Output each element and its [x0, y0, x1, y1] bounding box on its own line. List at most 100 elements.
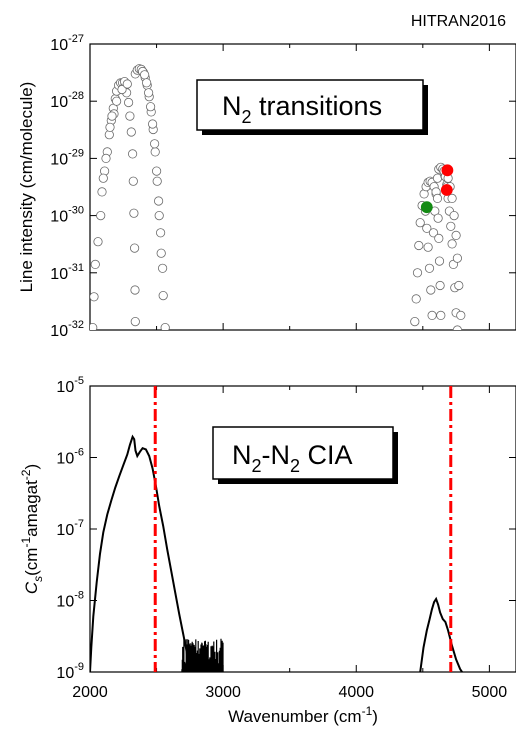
transition-point [158, 290, 168, 301]
y-tick-label: 10-5 [56, 375, 84, 396]
transition-point [451, 230, 461, 240]
y-tick-label: 10-32 [50, 319, 84, 340]
transition-point [426, 285, 436, 295]
transition-point [422, 223, 432, 233]
y-tick-label: 10-6 [56, 447, 84, 468]
x-tick-label: 4000 [338, 684, 374, 701]
transition-point [101, 153, 111, 163]
transition-point [90, 259, 100, 269]
transition-point [412, 268, 423, 278]
bottom-data-lines [90, 434, 463, 672]
transition-point [454, 280, 464, 291]
x-tick-label: 3000 [205, 684, 241, 701]
transition-point [142, 78, 152, 88]
transition-point [128, 149, 138, 159]
transition-point [98, 173, 108, 183]
transition-point [434, 233, 444, 243]
transition-point [128, 176, 138, 186]
transition-point [140, 70, 150, 80]
transition-point [93, 237, 103, 247]
transition-point [427, 310, 437, 320]
transition-point [152, 176, 162, 186]
transition-point [433, 213, 443, 223]
transition-point [105, 122, 115, 132]
transition-point [435, 280, 445, 291]
transition-point [423, 242, 433, 252]
transition-point [126, 127, 136, 137]
transition-point [434, 256, 445, 266]
cia-spectrum-line [419, 596, 463, 672]
transition-point [424, 263, 435, 273]
transition-point [428, 228, 439, 238]
x-tick-label: 2000 [72, 684, 108, 701]
transition-point [146, 102, 156, 112]
y-tick-label: 10-30 [50, 205, 84, 226]
cia-spectrum-line [90, 434, 191, 672]
top-x-ticks [89, 44, 490, 330]
top-plot-frame [89, 43, 516, 331]
y-tick-label: 10-31 [50, 262, 84, 283]
transition-point [148, 119, 158, 129]
transition-point [410, 316, 420, 327]
top-data-points [90, 64, 466, 330]
y-tick-label: 10-8 [56, 590, 84, 611]
transition-point [436, 310, 446, 320]
transition-point [446, 221, 456, 231]
transition-point [97, 187, 107, 197]
top-annotation-box [196, 79, 424, 131]
transition-point [122, 79, 132, 89]
transition-point [414, 240, 424, 251]
transition-point [125, 111, 135, 121]
transition-point [130, 243, 140, 253]
highlight-point [440, 184, 453, 196]
y-tick-label: 10-9 [56, 661, 84, 682]
transition-point [112, 96, 122, 106]
bottom-x-ticks: 2000 3000 4000 5000 [72, 386, 507, 701]
highlight-point [441, 164, 454, 177]
top-y-ticks: 10-32 10-31 10-30 10-29 10-28 10-27 [50, 33, 516, 340]
highlight-point [420, 201, 433, 214]
transition-point [452, 325, 462, 330]
transition-point [130, 285, 140, 295]
transition-point [96, 211, 106, 221]
transition-point [130, 316, 140, 327]
transition-point [156, 248, 166, 258]
transition-point [411, 294, 421, 304]
bottom-annotation-text: N2-N2 CIA [232, 440, 353, 476]
transition-point [107, 111, 117, 121]
transition-point [90, 292, 99, 302]
transition-point [447, 193, 457, 203]
transition-point [144, 88, 154, 98]
bottom-y-axis-label: Cs(cm-1amagat-2) [19, 464, 45, 594]
transition-point [152, 166, 162, 176]
bottom-reference-lines [153, 386, 453, 672]
transition-point [154, 211, 164, 221]
top-panel: 10-32 10-31 10-30 10-29 10-28 10-27 Line inte… [17, 33, 516, 340]
transition-point [150, 139, 160, 149]
x-tick-label: 5000 [472, 684, 508, 701]
transition-point [156, 228, 166, 238]
transition-point [452, 253, 462, 263]
transition-point [158, 263, 168, 273]
bottom-panel: 2000 3000 4000 5000 10-9 10-8 10-7 10-6 10-5 Cs… [19, 375, 516, 701]
transition-point [415, 218, 425, 228]
cia-noise-line [181, 638, 224, 672]
y-tick-label: 10-7 [56, 518, 84, 539]
bottom-y-ticks: 10-9 10-8 10-7 10-6 10-5 [56, 375, 516, 682]
transition-point [129, 208, 139, 218]
source-label: HITRAN2016 [411, 13, 506, 30]
top-annotation-text: N2 transitions [222, 91, 382, 127]
top-y-axis-label: Line intensity (cm/molecule) [17, 82, 36, 293]
x-axis-label: Wavenumber (cm-1) [228, 704, 378, 726]
transition-point [432, 193, 443, 203]
transition-point [124, 97, 134, 108]
transition-point [449, 211, 459, 221]
transition-point [150, 147, 160, 157]
transition-point [447, 239, 457, 249]
y-tick-label: 10-29 [50, 147, 84, 168]
transition-point [90, 323, 98, 330]
transition-point [160, 323, 170, 330]
transition-point [154, 196, 164, 206]
